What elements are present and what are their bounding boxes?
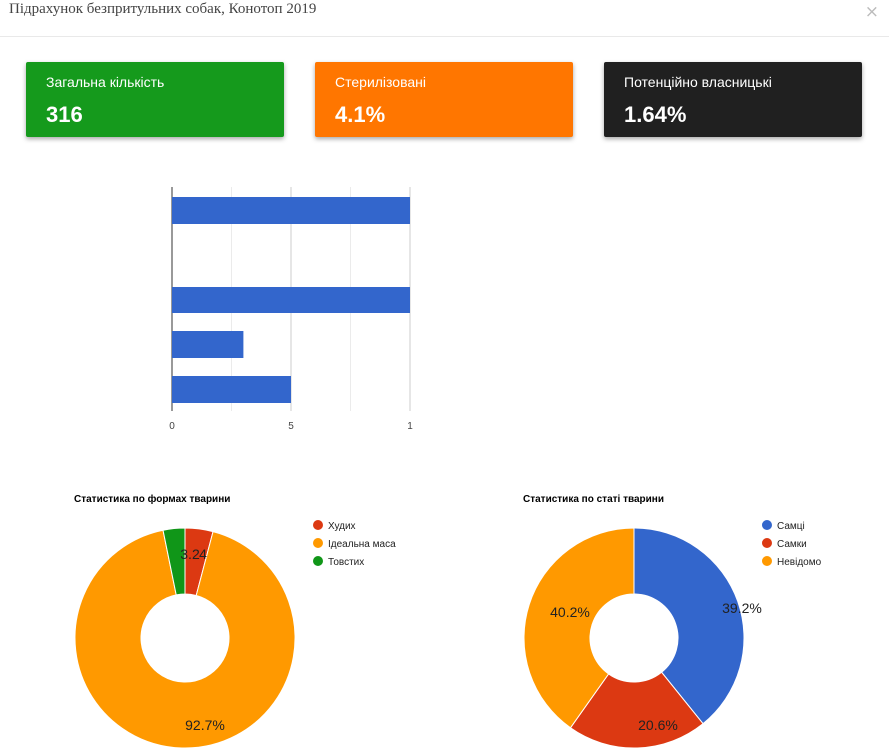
close-icon[interactable]: × [864,2,879,22]
bar [172,376,291,403]
data-label: 3.2 [180,546,200,562]
total-count-label: Загальна кількість [46,74,165,90]
data-label: 92.7% [185,717,225,733]
data-label: 20.6% [638,717,678,733]
bar [172,331,244,358]
donut-slice [162,527,186,596]
legend-label: Товстих [328,557,364,568]
legend-marker [313,538,323,548]
legend-marker [313,556,323,566]
total-count-value: 316 [46,102,83,127]
donut-slice [184,527,214,597]
data-label: 4 [199,546,207,562]
total-count-card: Загальна кількість 316 [26,62,284,137]
dialog-title: Підрахунок безпритульних собак, Конотоп … [9,1,317,17]
tick-label: 5 [288,421,294,432]
owned-label: Потенційно власницькі [624,74,772,90]
bar [172,197,410,224]
tick-label: 1 [407,421,413,432]
legend-marker [762,520,772,530]
data-label: 40.2% [550,604,590,620]
donut-slice [74,529,296,749]
donut-slice [523,527,635,729]
tick-label: 0 [169,421,175,432]
legend-label: Самки [777,539,807,550]
data-label: 39.2% [722,600,762,616]
sterilized-label: Стерилізовані [335,74,426,90]
legend-marker [762,538,772,548]
bar [172,287,410,313]
chart-title: Статистика по статі тварини [523,494,664,505]
legend-label: Ідеальна маса [328,539,396,550]
legend-label: Самці [777,521,805,532]
donut-slice [569,671,704,749]
owned-value: 1.64% [624,102,687,127]
legend-marker [313,520,323,530]
legend-label: Невідомо [777,557,822,568]
sterilized-value: 4.1% [335,102,386,127]
sterilized-card: Стерилізовані 4.1% [315,62,573,137]
owned-card: Потенційно власницькі 1.64% [604,62,862,137]
legend-marker [762,556,772,566]
chart-title: Статистика по формах тварини [74,493,230,505]
dialog-header: Підрахунок безпритульних собак, Конотоп … [0,0,889,37]
legend-label: Худих [328,521,356,532]
donut-slice [633,527,745,725]
